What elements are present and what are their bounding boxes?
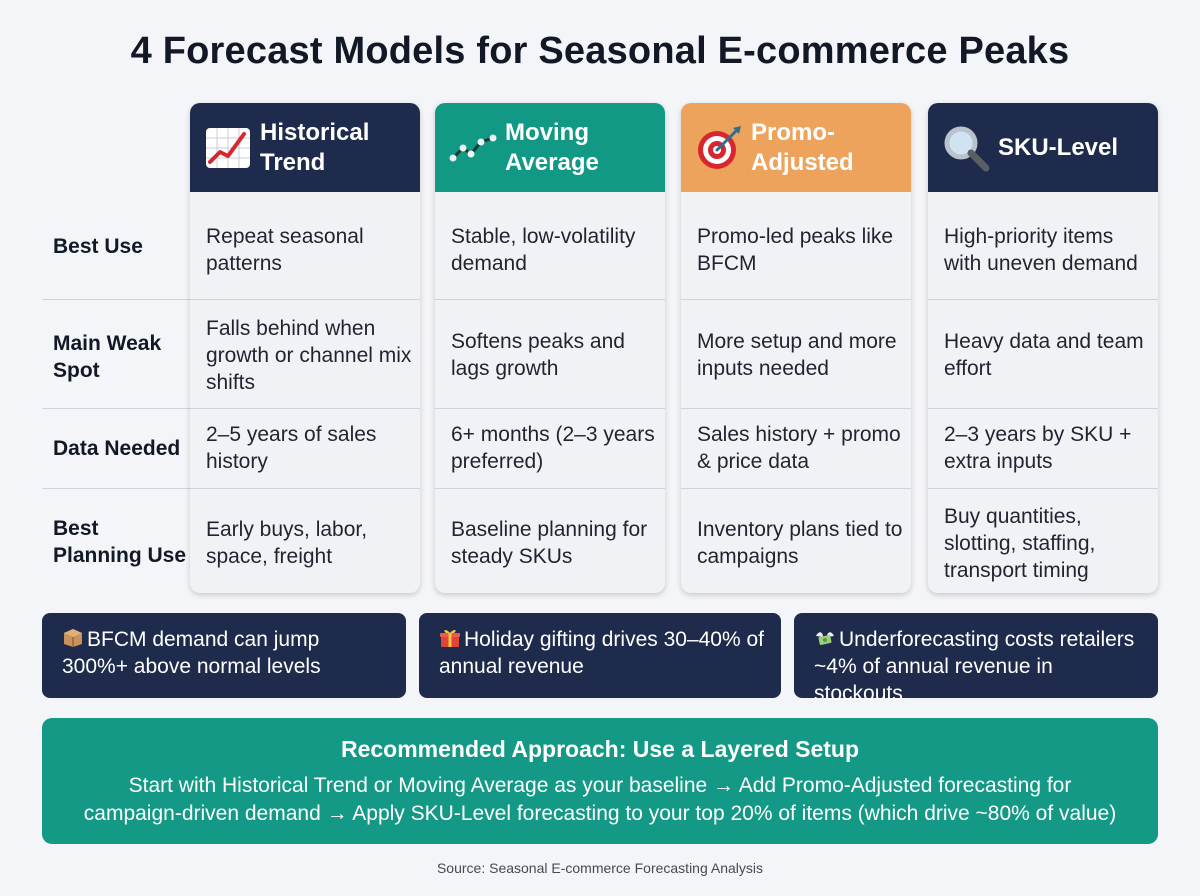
money-wings-icon [816,632,834,645]
row-divider [681,488,911,489]
model-name: SKU-Level [998,133,1119,161]
model-header: SKU-Level [928,103,1158,192]
stat-text: Holiday gifting drives 30–40% of annual … [439,628,765,678]
stat-card-bfcm: BFCM demand can jump 300%+ above normal … [42,613,406,698]
row-divider [435,408,665,409]
cell-best-use: Stable, low-volatility demand [451,225,636,275]
row-divider [190,299,420,300]
cell-data-needed: 2–5 years of sales history [206,423,377,473]
magnifier-icon [944,126,990,171]
stat-card-underforecasting: Underforecasting costs retailers ~4% of … [794,613,1158,705]
model-card-sku-level: SKU-Level High-priority items with uneve… [928,103,1158,593]
row-label-best-use: Best Use [53,234,143,258]
cell-main-weak-spot: Falls behind when growth or channel mix … [206,316,412,394]
source-note: Source: Seasonal E-commerce Forecasting … [436,860,764,876]
row-divider [42,488,190,489]
cell-best-planning-use: Baseline planning for steady SKUs [451,518,648,568]
row-divider [435,299,665,300]
cell-best-use: High-priority items with uneven demand [944,225,1138,275]
cell-main-weak-spot: Heavy data and team effort [944,330,1144,380]
model-name: Moving Average [505,118,599,176]
model-header: Moving Average [435,103,665,192]
cell-data-needed: 2–3 years by SKU + extra inputs [944,423,1132,473]
target-icon [698,125,741,169]
line-trend-icon [449,134,497,161]
row-divider [928,299,1158,300]
model-card-moving-average: Moving Average Stable, low-volatility de… [435,103,665,593]
cell-main-weak-spot: More setup and more inputs needed [697,330,897,380]
model-card-promo-adjusted: Promo-Adjusted Promo-led peaks like BFCM… [681,103,911,593]
row-divider [681,299,911,300]
gift-icon [440,629,460,647]
cell-data-needed: Sales history + promo & price data [697,423,901,473]
recommendation-line-2: campaign-driven demand → Apply SKU-Level… [83,802,1117,825]
package-icon [64,629,82,647]
row-divider [190,488,420,489]
row-label-best-planning-use: Best Planning Use [53,517,187,567]
cell-best-use: Promo-led peaks like BFCM [697,225,894,275]
recommendation-body: Start with Historical Trend or Moving Av… [42,772,1158,828]
row-divider [42,408,190,409]
recommendation-line-1: Start with Historical Trend or Moving Av… [128,774,1072,797]
row-divider [190,408,420,409]
row-divider [42,299,190,300]
recommendation-box: Recommended Approach: Use a Layered Setu… [42,718,1158,844]
row-divider [435,488,665,489]
model-name: Promo-Adjusted [751,118,854,176]
cell-best-planning-use: Inventory plans tied to campaigns [697,518,903,568]
row-label-data-needed: Data Needed [53,436,181,460]
stat-text: BFCM demand can jump 300%+ above normal … [62,628,321,678]
model-card-historical-trend: Historical Trend Repeat seasonal pattern… [190,103,420,593]
cell-best-planning-use: Buy quantities, slotting, staffing, tran… [944,504,1096,582]
row-label-main-weak-spot: Main Weak Spot [53,332,162,382]
model-name: Historical Trend [260,118,370,176]
recommendation-title: Recommended Approach: Use a Layered Setu… [340,736,860,762]
row-divider [681,408,911,409]
cell-best-planning-use: Early buys, labor, space, freight [206,518,368,568]
cell-data-needed: 6+ months (2–3 years preferred) [451,423,655,473]
chart-increasing-icon [206,127,250,168]
model-header: Historical Trend [190,103,420,192]
cell-best-use: Repeat seasonal patterns [206,225,364,275]
model-header: Promo-Adjusted [681,103,911,192]
cell-main-weak-spot: Softens peaks and lags growth [451,330,625,380]
row-divider [928,488,1158,489]
page-title: 4 Forecast Models for Seasonal E-commerc… [130,30,1070,72]
stat-text: Underforecasting costs retailers ~4% of … [814,628,1135,705]
row-divider [928,408,1158,409]
stat-card-holiday-gifting: Holiday gifting drives 30–40% of annual … [419,613,781,698]
